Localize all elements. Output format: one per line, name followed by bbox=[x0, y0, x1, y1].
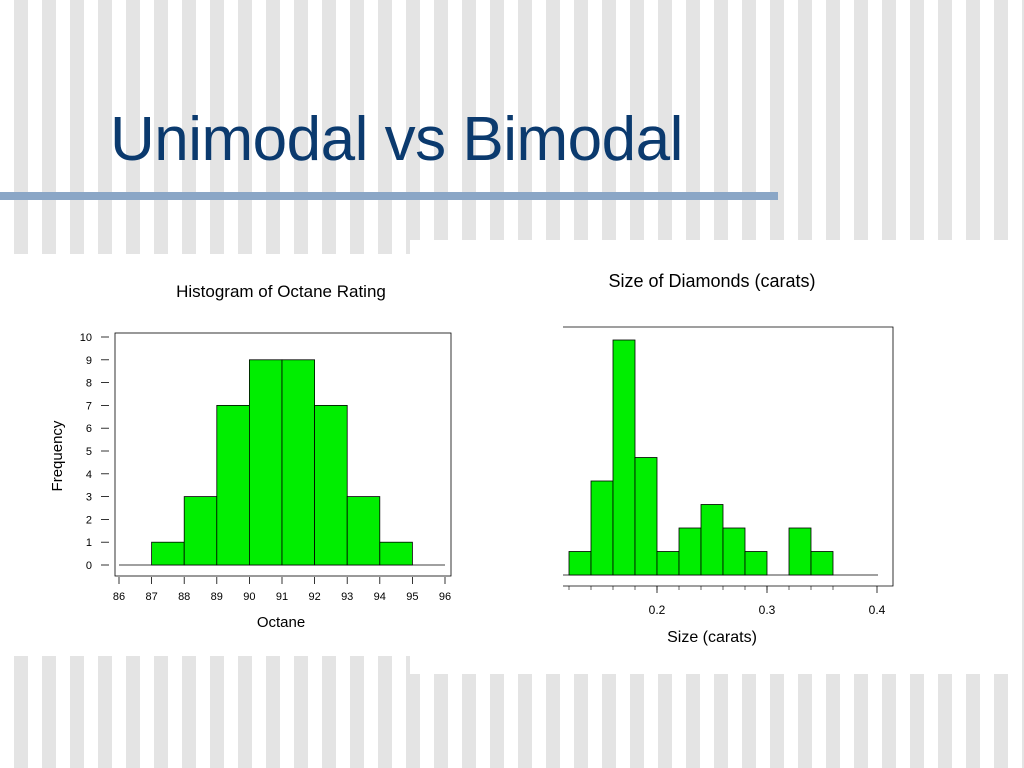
diamonds-bar bbox=[722, 527, 746, 576]
octane-y-tick-label: 3 bbox=[86, 492, 92, 504]
octane-y-tick-label: 7 bbox=[86, 400, 92, 412]
octane-bar bbox=[314, 404, 348, 566]
octane-x-tick-label: 96 bbox=[439, 591, 451, 603]
octane-y-tick-label: 5 bbox=[86, 446, 92, 458]
diamonds-bar bbox=[678, 527, 702, 576]
octane-x-axis-label: Octane bbox=[257, 614, 305, 631]
octane-bar bbox=[346, 496, 381, 566]
octane-x-tick-label: 93 bbox=[341, 591, 353, 603]
octane-bar bbox=[281, 359, 315, 566]
diamonds-plot-frame bbox=[563, 326, 894, 587]
diamonds-chart-title: Size of Diamonds (carats) bbox=[608, 271, 815, 291]
diamonds-bar bbox=[700, 504, 724, 576]
octane-x-tick-label: 92 bbox=[308, 591, 320, 603]
octane-y-axis-label: Frequency bbox=[49, 420, 66, 491]
diamonds-bar bbox=[788, 527, 812, 576]
diamond-marks: 0.2 0.3 0.4 bbox=[563, 326, 894, 617]
octane-x-tick-label: 91 bbox=[276, 591, 288, 603]
octane-bar bbox=[183, 496, 218, 566]
octane-chart-title: Histogram of Octane Rating bbox=[176, 282, 386, 301]
octane-bar bbox=[151, 541, 185, 566]
octane-y-tick-label: 0 bbox=[86, 560, 92, 572]
diamonds-bar bbox=[744, 551, 768, 576]
octane-x-tick-label: 94 bbox=[374, 591, 386, 603]
diamonds-bar bbox=[590, 480, 614, 576]
octane-y-tick-label: 8 bbox=[86, 378, 92, 390]
octane-x-tick-label: 87 bbox=[145, 591, 157, 603]
diamonds-bar bbox=[612, 339, 636, 576]
diamonds-bar bbox=[634, 457, 658, 576]
octane-y-tick-label: 2 bbox=[86, 514, 92, 526]
octane-y-tick-label: 4 bbox=[86, 469, 92, 481]
octane-y-tick-label: 1 bbox=[86, 537, 92, 549]
diamonds-x-tick-label: 0.2 bbox=[649, 603, 666, 617]
octane-x-tick-label: 86 bbox=[113, 591, 125, 603]
title-underline bbox=[0, 192, 778, 200]
octane-x-tick-label: 95 bbox=[406, 591, 418, 603]
octane-plot-frame bbox=[114, 332, 452, 577]
octane-y-tick-label: 9 bbox=[86, 355, 92, 367]
diamonds-chart-panel bbox=[410, 240, 1015, 674]
octane-x-tick-label: 88 bbox=[178, 591, 190, 603]
octane-x-tick-label: 90 bbox=[243, 591, 255, 603]
diamonds-bar bbox=[656, 551, 680, 576]
diamonds-bar bbox=[810, 551, 834, 576]
octane-bar bbox=[379, 541, 413, 566]
diamonds-x-tick-label: 0.4 bbox=[869, 603, 886, 617]
diamonds-bar bbox=[568, 551, 592, 576]
octane-y-tick-label: 6 bbox=[86, 423, 92, 435]
diamonds-x-tick-label: 0.3 bbox=[759, 603, 776, 617]
diamonds-x-axis-label: Size (carats) bbox=[667, 629, 757, 646]
octane-x-tick-label: 89 bbox=[211, 591, 223, 603]
octane-bar bbox=[248, 359, 283, 566]
octane-chart-panel bbox=[0, 254, 420, 656]
octane-bar bbox=[216, 404, 250, 566]
slide-title: Unimodal vs Bimodal bbox=[110, 105, 683, 174]
octane-y-tick-label: 10 bbox=[80, 332, 92, 344]
